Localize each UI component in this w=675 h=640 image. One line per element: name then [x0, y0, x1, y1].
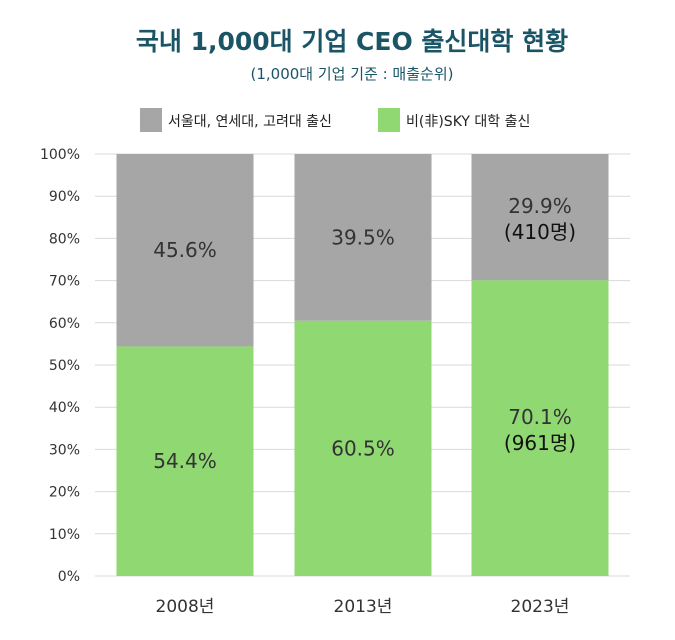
- data-sublabel: (961명): [504, 431, 576, 455]
- bar-segment: [116, 346, 254, 576]
- data-label: 70.1%: [508, 405, 572, 429]
- legend-label: 서울대, 연세대, 고려대 출신: [168, 114, 332, 130]
- data-label: 45.6%: [153, 238, 217, 262]
- data-label: 39.5%: [331, 225, 395, 249]
- bars: 54.4% 45.6% 60.5% 39.5% 70.1%(961명) 29.9%(410…: [116, 154, 609, 576]
- data-label: 29.9%: [508, 194, 572, 218]
- bar-segment: [471, 280, 609, 576]
- y-tick-label: 40%: [49, 400, 80, 416]
- data-label: 60.5%: [331, 436, 395, 460]
- legend-label: 비(非)SKY 대학 출신: [406, 114, 530, 130]
- data-sublabel: (410명): [504, 220, 576, 244]
- x-axis: 2008년 2013년 2023년: [156, 597, 570, 617]
- legend-swatch: [378, 108, 400, 132]
- y-tick-label: 10%: [49, 527, 80, 543]
- legend: 서울대, 연세대, 고려대 출신 비(非)SKY 대학 출신: [140, 108, 530, 132]
- bar-segment: [471, 154, 609, 281]
- bar-segment: [116, 154, 254, 347]
- y-tick-label: 100%: [40, 147, 80, 163]
- legend-swatch: [140, 108, 162, 132]
- chart-subtitle: (1,000대 기업 기준 : 매출순위): [251, 65, 454, 83]
- y-tick-label: 30%: [49, 442, 80, 458]
- y-tick-label: 20%: [49, 485, 80, 501]
- bar-segment: [294, 154, 432, 321]
- y-tick-label: 60%: [49, 316, 80, 332]
- x-tick-label: 2013년: [334, 597, 393, 617]
- y-tick-label: 70%: [49, 274, 80, 290]
- chart-title: 국내 1,000대 기업 CEO 출신대학 현황: [136, 27, 568, 56]
- y-axis: 0% 10% 20% 30% 40% 50% 60% 70% 80% 90% 100%: [40, 147, 80, 585]
- y-tick-label: 50%: [49, 358, 80, 374]
- data-label: 54.4%: [153, 449, 217, 473]
- y-tick-label: 0%: [58, 569, 80, 585]
- y-tick-label: 80%: [49, 231, 80, 247]
- x-tick-label: 2008년: [156, 597, 215, 617]
- x-tick-label: 2023년: [511, 597, 570, 617]
- y-tick-label: 90%: [49, 189, 80, 205]
- bar-segment: [294, 320, 432, 576]
